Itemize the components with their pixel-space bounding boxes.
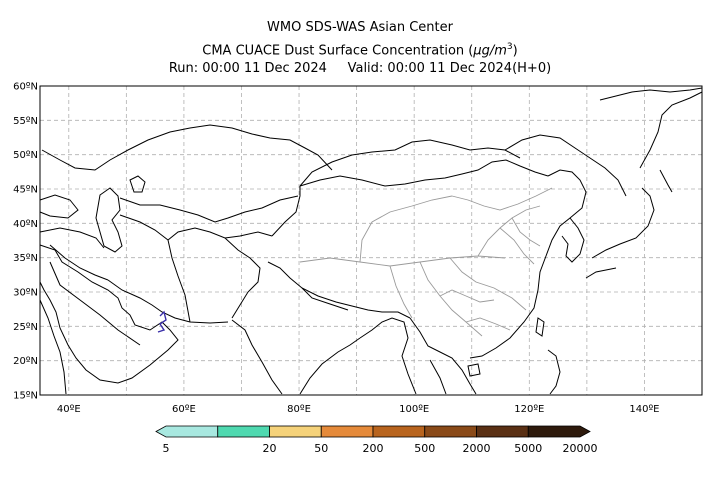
taiwan [535, 317, 545, 337]
lat-tick-label: 35ºN [13, 253, 38, 264]
far-east-russia-coast [599, 87, 703, 101]
lat-tick-label: 40ºN [13, 219, 38, 230]
run-time: Run: 00:00 11 Dec 2024 [168, 61, 327, 76]
lat-tick-label: 60ºN [13, 82, 38, 93]
hainan [467, 363, 481, 377]
title-line-2: CMA CUACE Dust Surface Concentration (μg… [0, 39, 720, 59]
latitude-labels: 60ºN 55ºN 50ºN 45ºN 40ºN 35ºN 30ºN 25ºN 20ºN 15ºN [13, 82, 38, 402]
iran-afghanistan-border [167, 239, 191, 323]
aral-sea [129, 175, 146, 193]
japan-islands [585, 187, 655, 279]
title-line-1: WMO SDS-WAS Asian Center [267, 20, 453, 35]
indochina-outline [409, 317, 477, 395]
colorbar-segment [155, 425, 219, 438]
india-outline [231, 319, 361, 395]
afghanistan-pakistan-border [224, 237, 261, 319]
turkey-iran-border [39, 227, 105, 249]
map-grid [40, 86, 702, 395]
caspian-sea [95, 187, 123, 253]
sakhalin-kamchatka [639, 91, 703, 193]
lat-tick-label: 25ºN [13, 322, 38, 333]
lat-tick-label: 20ºN [13, 356, 38, 367]
lat-tick-label: 50ºN [13, 150, 38, 161]
iraq-border [49, 244, 109, 281]
colorbar-segment [476, 425, 529, 438]
colorbar: 5 20 50 200 500 2000 5000 20000 [155, 425, 598, 455]
lon-tick-label: 120ºE [514, 404, 544, 415]
lat-tick-label: 30ºN [13, 288, 38, 299]
colorbar-label: 500 [414, 442, 435, 455]
central-asia-borders [119, 214, 273, 241]
unit-mu: μ [473, 43, 482, 59]
colorbar-label: 5000 [514, 442, 542, 455]
nepal-border [301, 287, 349, 311]
saudi-border [49, 261, 141, 346]
title-prefix: CMA CUACE Dust Surface Concentration ( [202, 43, 474, 59]
lat-tick-label: 15ºN [13, 391, 38, 402]
colorbar-label: 2000 [463, 442, 491, 455]
colorbar-segment [320, 425, 374, 438]
colorbar-label: 50 [314, 442, 328, 455]
colorbar-label: 5 [163, 442, 170, 455]
mongolia-north-border [299, 139, 521, 187]
northeast-russia-border [504, 134, 627, 197]
colorbar-segment [269, 425, 322, 438]
colorbar-segment [372, 425, 426, 438]
title-line-3: Run: 00:00 11 Dec 2024 Valid: 00:00 11 D… [0, 61, 720, 77]
mongolia-border [299, 159, 549, 187]
red-sea-coast [39, 299, 67, 395]
lon-tick-label: 40ºE [57, 404, 81, 415]
map-frame [39, 85, 703, 396]
unit-gm: g/m [481, 43, 507, 59]
lon-tick-label: 60ºE [172, 404, 196, 415]
colorbar-segment [527, 425, 591, 438]
lat-tick-label: 45ºN [13, 185, 38, 196]
valid-time: Valid: 00:00 11 Dec 2024(H+0) [347, 61, 552, 76]
black-sea [39, 194, 79, 219]
russia-kazakhstan-border [41, 124, 333, 171]
lon-tick-label: 80ºE [287, 404, 311, 415]
lon-tick-label: 100ºE [399, 404, 429, 415]
philippines [547, 349, 561, 395]
colorbar-label: 200 [363, 442, 384, 455]
china-outline [271, 169, 587, 359]
coastline-west [39, 244, 179, 384]
colorbar-segment [424, 425, 477, 438]
colorbar-label: 20 [263, 442, 277, 455]
lat-tick-label: 55ºN [13, 116, 38, 127]
colorbar-segment [217, 425, 270, 438]
lon-tick-label: 140ºE [629, 404, 659, 415]
colorbar-label: 20000 [563, 442, 598, 455]
bangladesh-myanmar-border [359, 317, 417, 395]
map-boundaries [39, 87, 703, 395]
india-china-border [267, 261, 411, 319]
longitude-labels: 40ºE 60ºE 80ºE 100ºE 120ºE 140ºE [57, 404, 660, 415]
title-suffix: ) [512, 43, 518, 59]
kazakhstan-south-border [119, 195, 299, 223]
unit-exponent: 3 [506, 42, 513, 52]
china-province-borders [299, 187, 553, 337]
iran-coast [107, 279, 229, 324]
korea-peninsula [561, 217, 585, 263]
dust-patch [157, 310, 167, 333]
